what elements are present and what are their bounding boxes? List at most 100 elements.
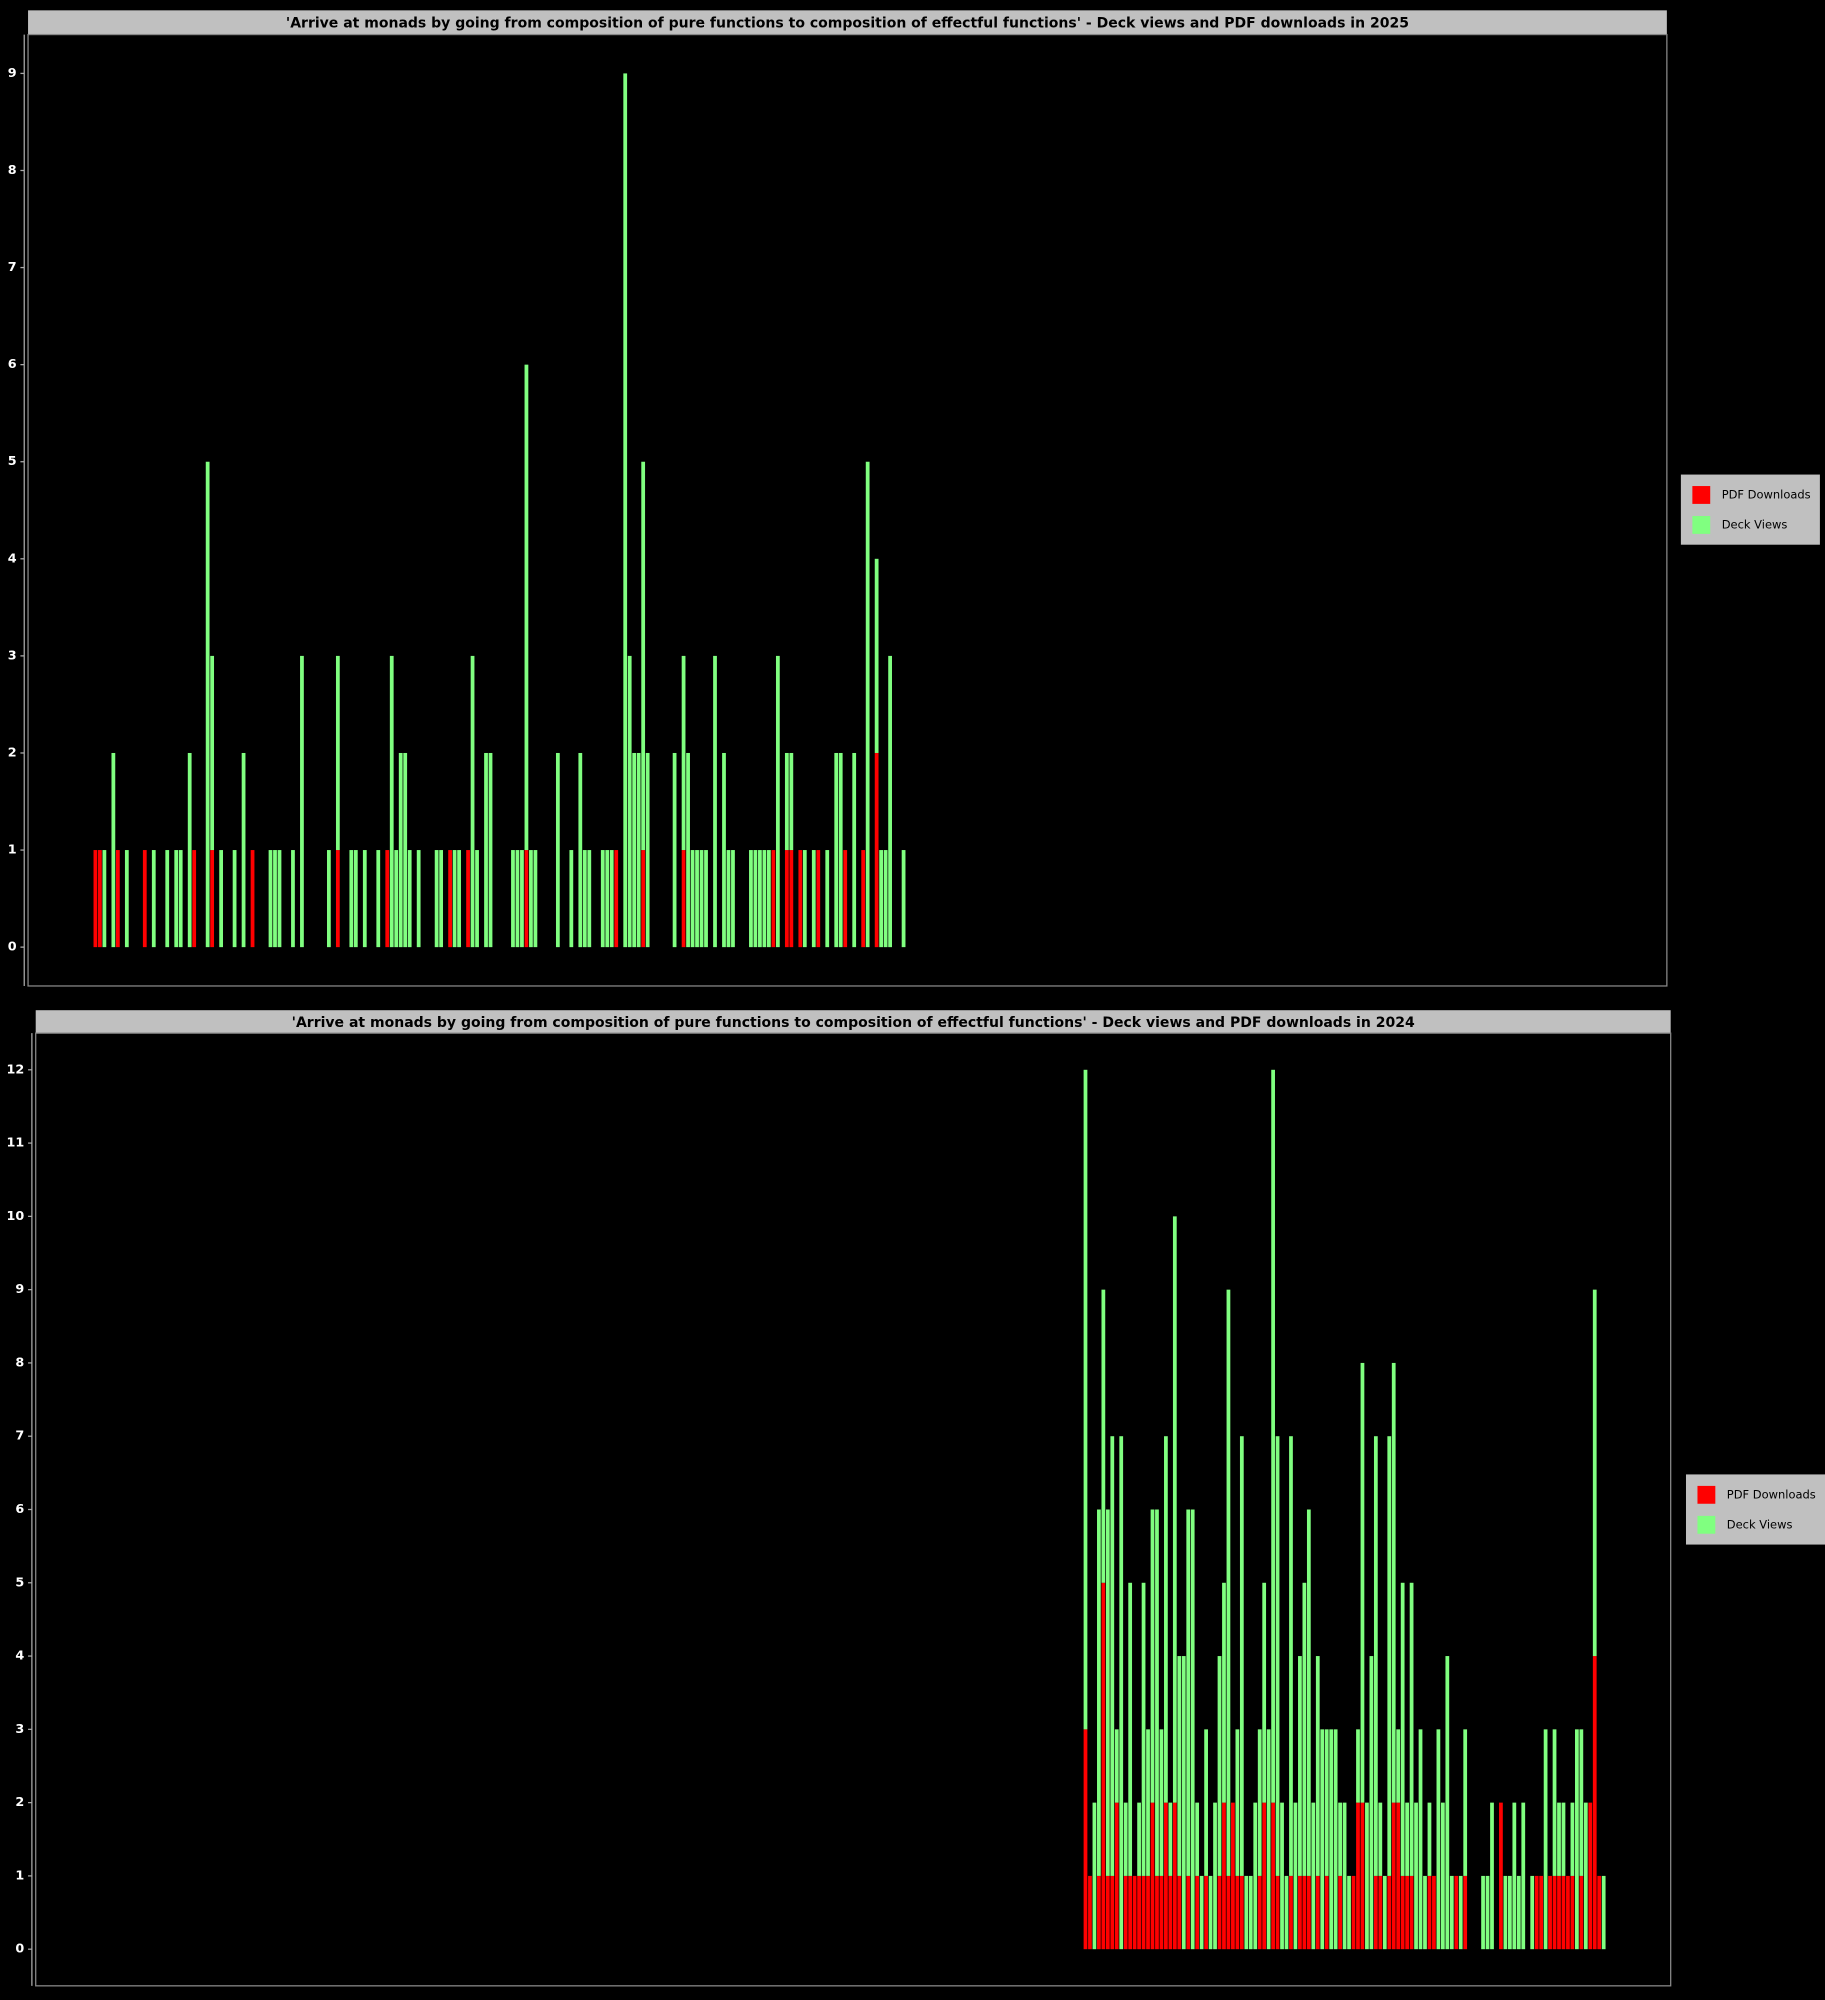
bar-segment [843,850,848,948]
y-tick-label: 11 [6,1136,24,1151]
bar-segment [798,850,803,948]
bar-segment [1164,1436,1168,1803]
bar-segment [210,850,215,948]
bar-segment [672,752,677,948]
bar-segment [520,850,524,948]
bar-segment [861,850,866,948]
bar-segment [1217,1656,1222,1876]
y-tick-label: 3 [15,1722,24,1737]
bar-segment [1275,1436,1280,1876]
bar-segment [407,850,412,948]
bar-segment [389,655,394,948]
plot-area [35,1032,1672,1987]
bar-segment [470,655,475,948]
bar-segment [1382,1875,1387,1950]
y-tick-label: 2 [8,745,17,760]
bar-segment [488,752,493,948]
bar-segment [439,850,444,948]
legend: PDF Downloads Deck Views [1680,474,1820,545]
bar-segment [766,850,771,948]
bar-segment [326,850,331,948]
bar-segment [335,655,340,851]
bar-segment [1088,1875,1092,1950]
bar-segment [874,752,879,948]
bar-segment [1378,1802,1383,1876]
bar-segment [1458,1875,1463,1950]
bar-segment [1552,1729,1557,1876]
bar-segment [1128,1582,1133,1876]
bar-segment [151,850,156,948]
bar-segment [901,850,906,948]
bar-segment [704,850,708,948]
legend-swatch [1692,486,1711,504]
bar-segment [686,752,690,948]
bar-segment [1289,1875,1293,1950]
y-tick-label: 1 [15,1868,24,1883]
bar-segment [1601,1875,1606,1950]
bar-segment [627,655,632,948]
bar-segment [1592,1289,1597,1657]
y-tick-label: 1 [8,843,17,858]
bar-segment [784,752,789,851]
bar-segment [722,752,726,948]
bar-segment [749,850,753,948]
bar-segment [1164,1802,1168,1950]
bar-segment [1213,1802,1217,1950]
bar-segment [699,850,704,948]
bar-segment [1423,1875,1427,1950]
bar-segment [1378,1875,1383,1950]
bar-segment [1369,1656,1374,1950]
bar-segment [1333,1729,1338,1950]
bar-segment [1226,1875,1231,1950]
bar-segment [879,850,884,948]
bar-segment [524,364,529,851]
bar-segment [452,850,457,948]
bar-segment [784,850,789,948]
bar-segment [1204,1875,1208,1950]
bar-segment [1150,1802,1155,1950]
bar-segment [1499,1802,1503,1950]
y-tick-label: 8 [15,1355,24,1370]
bar-segment [1405,1802,1409,1876]
bar-segment [174,850,179,948]
bar-segment [1146,1875,1150,1950]
bar-segment [1119,1436,1124,1950]
bar-segment [1262,1802,1267,1950]
bar-segment [1485,1875,1490,1950]
bar-segment [731,850,735,948]
bar-segment [587,850,592,948]
bar-segment [1195,1802,1200,1876]
bar-segment [1561,1875,1566,1950]
bar-segment [762,850,767,948]
bar-segment [362,850,367,948]
bar-segment [1159,1875,1164,1950]
bar-segment [1248,1875,1253,1950]
bar-segment [353,850,358,948]
bar-segment [1436,1729,1441,1950]
bar-segment [636,752,641,948]
y-tick-label: 2 [15,1795,24,1810]
bar-segment [1579,1729,1584,1876]
bar-segment [385,850,390,948]
bar-segment [681,655,686,851]
chart-title: 'Arrive at monads by going from composit… [286,16,1409,32]
bar-segment [1440,1802,1445,1950]
bar-segment [1195,1875,1200,1950]
bar-segment [1445,1656,1450,1950]
bar-segment [1186,1875,1191,1950]
bar-segment [1266,1729,1271,1950]
legend-label: Deck Views [1727,1517,1793,1531]
legend-label: PDF Downloads [1722,487,1811,501]
bar-segment [834,752,839,948]
bar-segment [1155,1509,1159,1876]
bar-segment [1172,1216,1177,1803]
bar-segment [1503,1875,1508,1950]
bar-segment [178,850,183,948]
bar-segment [888,655,892,948]
bar-segment [1132,1875,1137,1950]
bar-segment [1561,1802,1566,1876]
title-bar [35,1010,1671,1034]
bar-segment [1137,1875,1141,1950]
bar-segment [192,850,197,948]
bar-segment [1306,1875,1311,1950]
